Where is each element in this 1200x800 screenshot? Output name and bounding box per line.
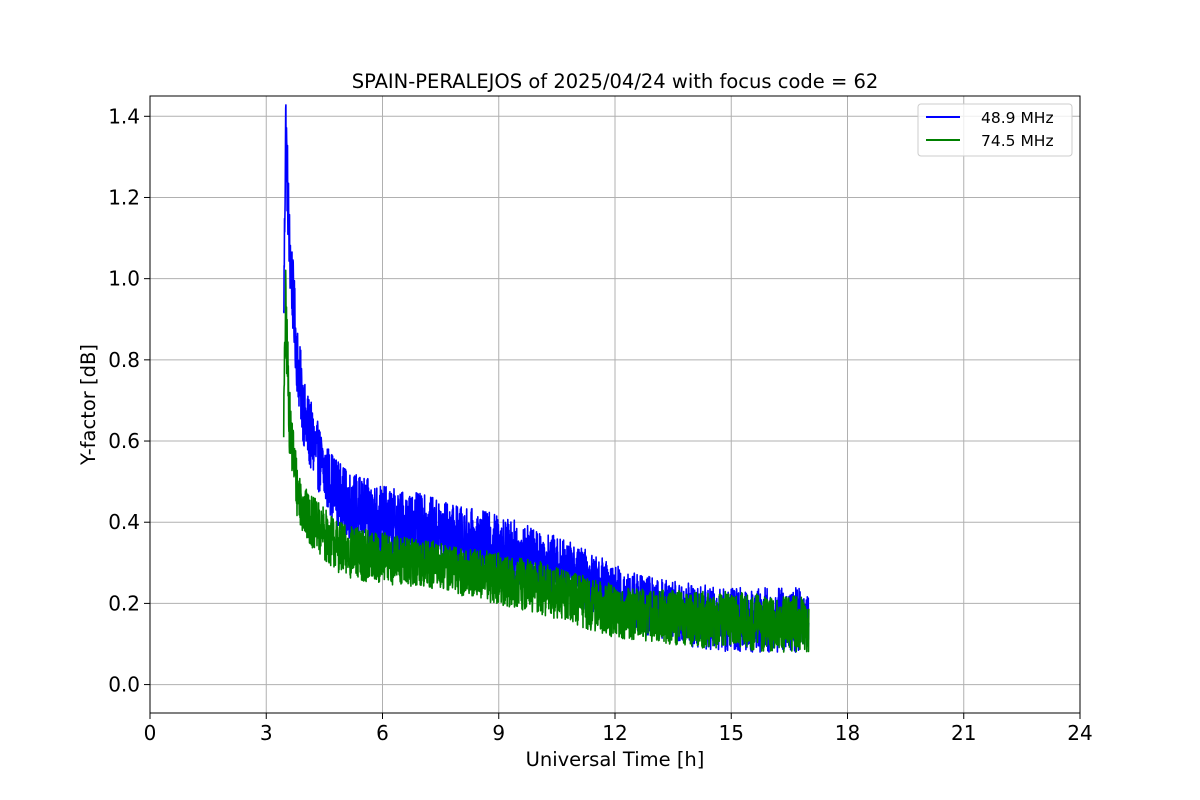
plot-series <box>282 104 810 653</box>
chart-title: SPAIN-PERALEJOS of 2025/04/24 with focus… <box>352 70 879 93</box>
x-tick-label: 12 <box>602 721 627 745</box>
y-tick-label: 0.6 <box>108 429 140 453</box>
x-tick-label: 24 <box>1067 721 1092 745</box>
x-tick-label: 15 <box>719 721 744 745</box>
y-tick-label: 0.2 <box>108 591 140 615</box>
y-axis-label: Y-factor [dB] <box>77 344 100 466</box>
x-tick-label: 6 <box>376 721 389 745</box>
y-tick-label: 0.0 <box>108 673 140 697</box>
x-axis-label: Universal Time [h] <box>526 748 705 771</box>
x-tick-label: 9 <box>492 721 505 745</box>
x-axis-ticks: 0 3 6 9 12 15 18 21 24 <box>144 713 1093 745</box>
legend-label-48-9: 48.9 MHz <box>981 109 1054 127</box>
x-tick-label: 3 <box>260 721 273 745</box>
series-group <box>282 104 810 653</box>
y-tick-label: 0.4 <box>108 510 140 534</box>
x-tick-label: 0 <box>144 721 157 745</box>
y-tick-label: 1.0 <box>108 267 140 291</box>
y-axis-ticks: 0.0 0.2 0.4 0.6 0.8 1.0 1.2 1.4 <box>108 104 150 697</box>
y-tick-label: 0.8 <box>108 348 140 372</box>
y-tick-label: 1.2 <box>108 185 140 209</box>
y-tick-label: 1.4 <box>108 104 140 128</box>
series-line-74-5-mhz <box>282 269 810 653</box>
legend: 48.9 MHz 74.5 MHz <box>917 103 1073 157</box>
x-tick-label: 21 <box>951 721 976 745</box>
x-tick-label: 18 <box>835 721 860 745</box>
legend-label-74-5: 74.5 MHz <box>981 132 1054 150</box>
